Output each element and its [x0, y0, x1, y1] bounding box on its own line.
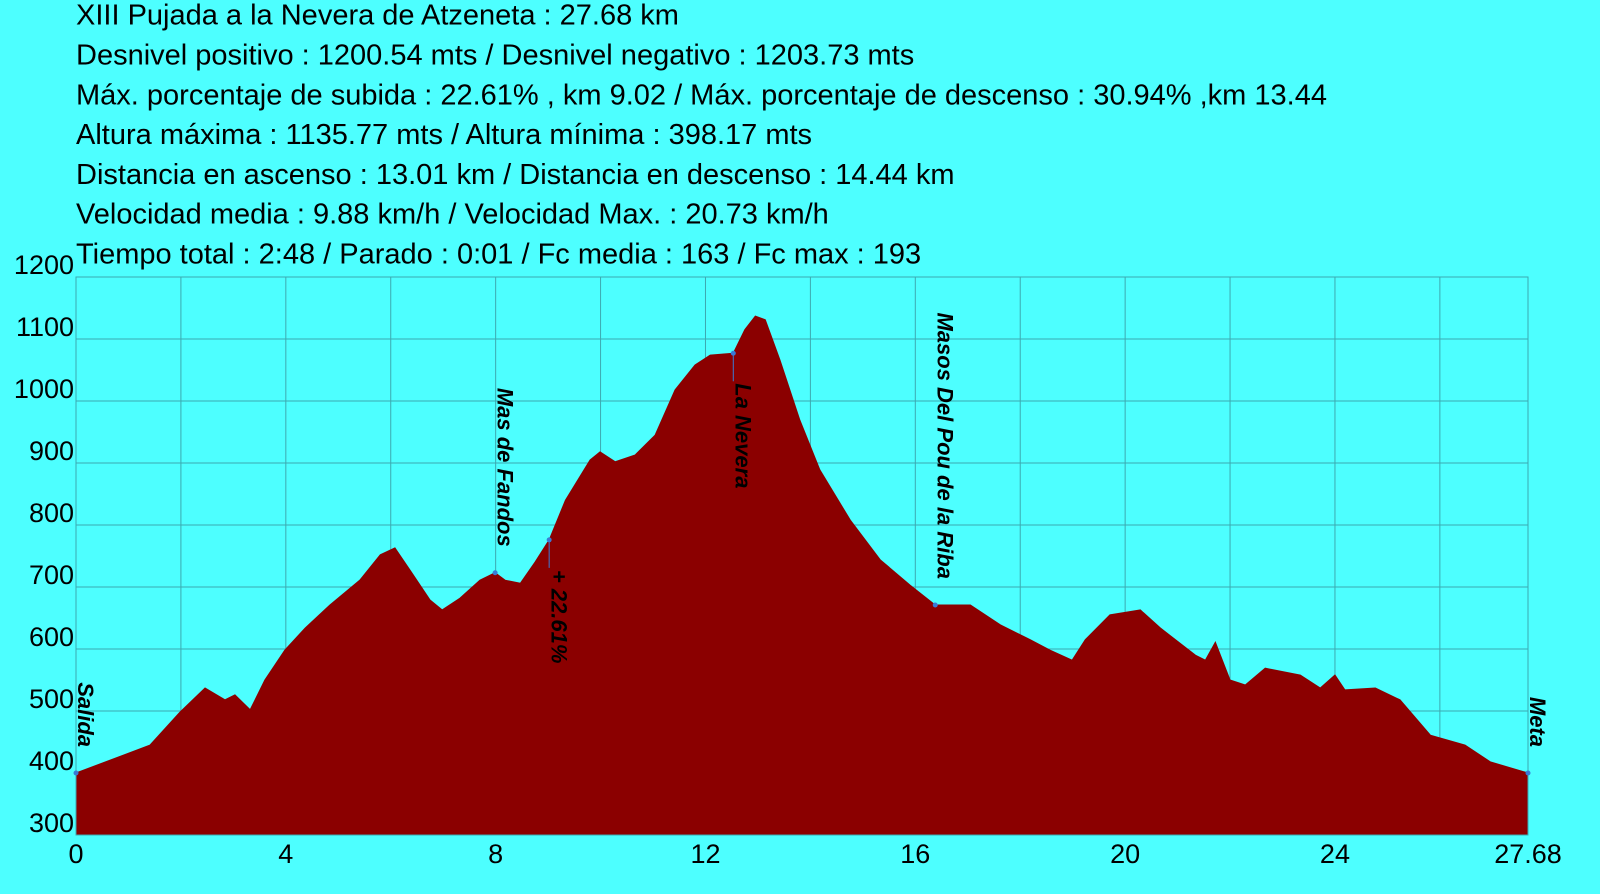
y-tick-label: 500: [29, 684, 74, 714]
annotation-point: [73, 770, 79, 776]
x-tick-label: 24: [1320, 839, 1350, 869]
y-tick-label: 300: [29, 808, 74, 838]
y-tick-label: 1000: [14, 374, 74, 404]
y-tick-label: 400: [29, 746, 74, 776]
annotation-label: Meta: [1525, 697, 1550, 747]
elevation-area: [75, 315, 1529, 836]
y-tick-label: 800: [29, 498, 74, 528]
x-tick-label: 0: [68, 839, 83, 869]
annotation-label: Mas de Fandos: [492, 388, 517, 547]
info-line: Desnivel positivo : 1200.54 mts / Desniv…: [76, 39, 914, 71]
info-line: Velocidad media : 9.88 km/h / Velocidad …: [76, 199, 829, 231]
y-tick-label: 700: [29, 560, 74, 590]
annotation-label: Masos Del Pou de la Riba: [932, 312, 957, 579]
x-tick-label: 20: [1110, 839, 1140, 869]
info-line: Altura máxima : 1135.77 mts / Altura mín…: [76, 119, 812, 151]
x-tick-label: 4: [278, 839, 293, 869]
annotation-point: [492, 570, 498, 576]
annotation-point: [1525, 770, 1531, 776]
x-tick-label: 12: [690, 839, 720, 869]
annotation-label: La Nevera: [730, 383, 755, 488]
x-tick-label: 8: [488, 839, 503, 869]
y-tick-label: 900: [29, 436, 74, 466]
info-line: Máx. porcentaje de subida : 22.61% , km …: [76, 79, 1327, 111]
y-tick-label: 1200: [14, 250, 74, 280]
annotation-label: Salida: [73, 682, 98, 747]
info-line: Tiempo total : 2:48 / Parado : 0:01 / Fc…: [76, 238, 921, 270]
y-tick-label: 1100: [16, 312, 74, 342]
annotation-label: + 22.61%: [546, 570, 571, 664]
x-tick-label: 27.68: [1494, 839, 1562, 869]
annotation-point: [932, 602, 938, 608]
info-line: XIII Pujada a la Nevera de Atzeneta : 27…: [76, 0, 679, 32]
info-line: Distancia en ascenso : 13.01 km / Distan…: [76, 159, 955, 191]
plot-border: [75, 276, 1529, 836]
y-tick-label: 600: [29, 622, 74, 652]
x-tick-label: 16: [900, 839, 930, 869]
